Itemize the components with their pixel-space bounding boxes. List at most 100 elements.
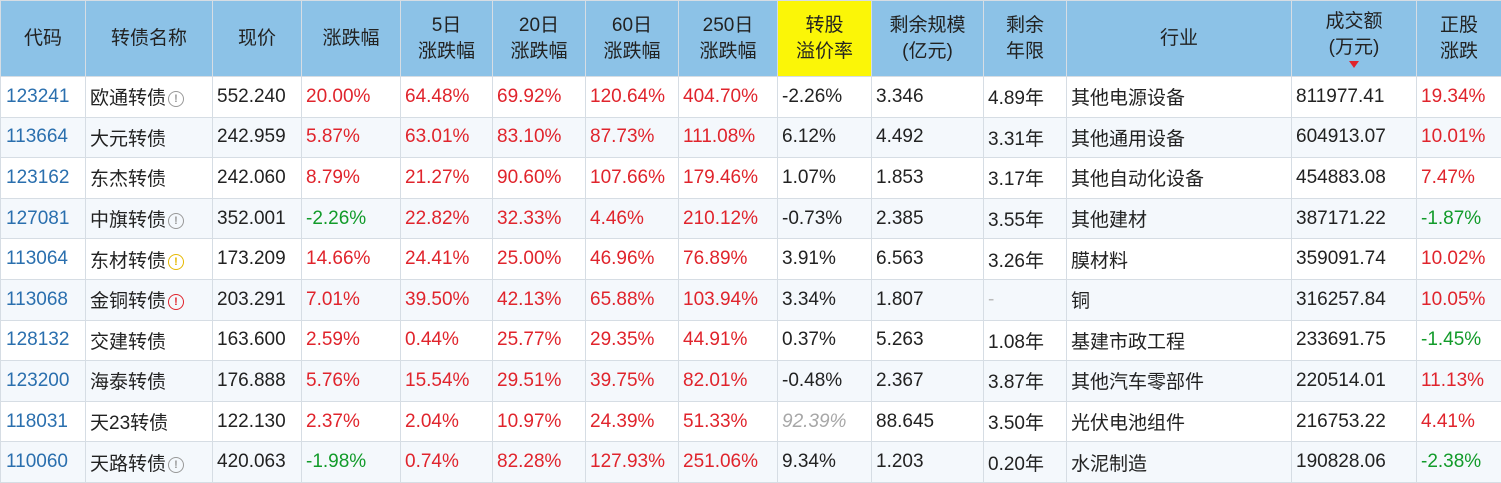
col-name-header[interactable]: 转债名称 <box>85 0 213 77</box>
col-name-cell: 金铜转债! <box>85 278 213 321</box>
col-remaining-years-cell: 3.17年 <box>983 157 1067 199</box>
col-change-5d-cell: 39.50% <box>400 278 493 321</box>
alert-icon[interactable]: ! <box>168 294 185 311</box>
col-remaining-years-cell: 3.87年 <box>983 360 1067 402</box>
col-change-cell: -1.98% <box>301 441 401 483</box>
col-change-60d-cell: 87.73% <box>585 116 679 159</box>
col-change-250d-header[interactable]: 250日 涨跌幅 <box>678 0 778 77</box>
bond-name: 大元转债 <box>90 128 167 150</box>
table-row[interactable]: 123241 欧通转债! 552.240 20.00% 64.48% 69.92% 120.… <box>0 76 1501 118</box>
col-remaining-scale-cell: 5.263 <box>871 319 984 362</box>
bond-code-link[interactable]: 128132 <box>6 329 70 351</box>
col-industry-cell: 铜 <box>1066 278 1292 321</box>
col-change-250d-cell: 111.08% <box>678 116 778 159</box>
col-remaining-years-cell: - <box>983 278 1067 321</box>
col-change-5d-header[interactable]: 5日 涨跌幅 <box>400 0 493 77</box>
col-remaining-scale-cell: 1.853 <box>871 157 984 199</box>
bond-name: 金铜转债 <box>90 291 167 313</box>
col-change-cell: 2.37% <box>301 400 401 443</box>
col-code-cell: 128132 <box>0 319 86 362</box>
col-change-cell: 8.79% <box>301 157 401 199</box>
col-change-250d-cell: 76.89% <box>678 238 778 280</box>
table-row[interactable]: 123162 东杰转债 242.060 8.79% 21.27% 90.60% 107.66… <box>0 157 1501 199</box>
col-code-header[interactable]: 代码 <box>0 0 86 77</box>
info-icon[interactable]: ! <box>168 213 185 230</box>
col-change-60d-header[interactable]: 60日 涨跌幅 <box>585 0 679 77</box>
col-volume-header[interactable]: 成交额 (万元) <box>1291 0 1417 77</box>
col-price-cell: 420.063 <box>212 441 302 483</box>
col-premium-cell: 9.34% <box>777 441 872 483</box>
col-remaining-scale-cell: 6.563 <box>871 238 984 280</box>
col-stock-change-cell: 7.47% <box>1416 157 1501 199</box>
col-price-cell: 176.888 <box>212 360 302 402</box>
col-change-5d-cell: 22.82% <box>400 197 493 240</box>
col-change-250d-cell: 51.33% <box>678 400 778 443</box>
col-change-250d-cell: 44.91% <box>678 319 778 362</box>
bond-name: 海泰转债 <box>90 372 167 394</box>
col-premium-cell: 3.91% <box>777 238 872 280</box>
col-premium-cell: 92.39% <box>777 400 872 443</box>
col-change-cell: -2.26% <box>301 197 401 240</box>
col-change-20d-header[interactable]: 20日 涨跌幅 <box>492 0 586 77</box>
bond-code-link[interactable]: 110060 <box>6 451 68 473</box>
bond-code-link[interactable]: 123162 <box>6 166 70 188</box>
bond-code-link[interactable]: 113068 <box>6 288 68 310</box>
col-change-cell: 2.59% <box>301 319 401 362</box>
col-industry-cell: 膜材料 <box>1066 238 1292 280</box>
table-row[interactable]: 113064 东材转债! 173.209 14.66% 24.41% 25.00% 46.9… <box>0 238 1501 280</box>
table-row[interactable]: 113068 金铜转债! 203.291 7.01% 39.50% 42.13% 65.88… <box>0 278 1501 321</box>
col-industry-cell: 其他自动化设备 <box>1066 157 1292 199</box>
col-price-cell: 173.209 <box>212 238 302 280</box>
col-volume-cell: 316257.84 <box>1291 278 1417 321</box>
col-code-cell: 113664 <box>0 116 86 159</box>
col-change-250d-cell: 179.46% <box>678 157 778 199</box>
col-code-cell: 113064 <box>0 238 86 280</box>
bond-code-link[interactable]: 113064 <box>6 248 68 270</box>
col-industry-header[interactable]: 行业 <box>1066 0 1292 77</box>
col-change-60d-cell: 29.35% <box>585 319 679 362</box>
col-industry-cell: 其他电源设备 <box>1066 76 1292 118</box>
col-price-cell: 242.060 <box>212 157 302 199</box>
col-remaining-scale-header[interactable]: 剩余规模 (亿元) <box>871 0 984 77</box>
table-row[interactable]: 127081 中旗转债! 352.001 -2.26% 22.82% 32.33% 4.46… <box>0 197 1501 240</box>
col-price-header[interactable]: 现价 <box>212 0 302 77</box>
info-icon[interactable]: ! <box>168 91 185 108</box>
bond-code-link[interactable]: 113664 <box>6 126 68 148</box>
col-stock-change-cell: 11.13% <box>1416 360 1501 402</box>
col-change-60d-cell: 39.75% <box>585 360 679 402</box>
sort-desc-icon[interactable] <box>1349 61 1359 68</box>
table-row[interactable]: 118031 天23转债 122.130 2.37% 2.04% 10.97% 24.39%… <box>0 400 1501 443</box>
col-change-cell: 5.87% <box>301 116 401 159</box>
bond-code-link[interactable]: 123241 <box>6 85 70 107</box>
col-remaining-scale-cell: 2.385 <box>871 197 984 240</box>
warn-icon[interactable]: ! <box>168 253 185 270</box>
col-stock-change-cell: 19.34% <box>1416 76 1501 118</box>
col-code-cell: 123241 <box>0 76 86 118</box>
col-change-header[interactable]: 涨跌幅 <box>301 0 401 77</box>
col-premium-cell: 3.34% <box>777 278 872 321</box>
col-premium-cell: -0.48% <box>777 360 872 402</box>
col-name-cell: 欧通转债! <box>85 76 213 118</box>
table-row[interactable]: 123200 海泰转债 176.888 5.76% 15.54% 29.51% 39.75%… <box>0 360 1501 402</box>
bond-code-link[interactable]: 123200 <box>6 369 70 391</box>
bond-code-link[interactable]: 127081 <box>6 207 70 229</box>
table-row[interactable]: 110060 天路转债! 420.063 -1.98% 0.74% 82.28% 127.9… <box>0 441 1501 483</box>
info-icon[interactable]: ! <box>168 456 185 473</box>
table-row[interactable]: 113664 大元转债 242.959 5.87% 63.01% 83.10% 87.73%… <box>0 116 1501 159</box>
col-change-250d-cell: 404.70% <box>678 76 778 118</box>
col-stock-change-cell: -2.38% <box>1416 441 1501 483</box>
col-remaining-years-header[interactable]: 剩余 年限 <box>983 0 1067 77</box>
col-price-cell: 242.959 <box>212 116 302 159</box>
col-premium-header[interactable]: 转股 溢价率 <box>777 0 872 77</box>
col-change-5d-cell: 63.01% <box>400 116 493 159</box>
col-stock-change-cell: 10.02% <box>1416 238 1501 280</box>
col-stock-change-cell: 4.41% <box>1416 400 1501 443</box>
table-row[interactable]: 128132 交建转债 163.600 2.59% 0.44% 25.77% 29.35% 4… <box>0 319 1501 362</box>
col-change-20d-cell: 32.33% <box>492 197 586 240</box>
col-remaining-years-cell: 1.08年 <box>983 319 1067 362</box>
col-remaining-scale-cell: 1.203 <box>871 441 984 483</box>
col-remaining-years-cell: 3.31年 <box>983 116 1067 159</box>
col-premium-cell: 0.37% <box>777 319 872 362</box>
col-stock-change-header[interactable]: 正股 涨跌 <box>1416 0 1501 77</box>
bond-code-link[interactable]: 118031 <box>6 410 68 432</box>
